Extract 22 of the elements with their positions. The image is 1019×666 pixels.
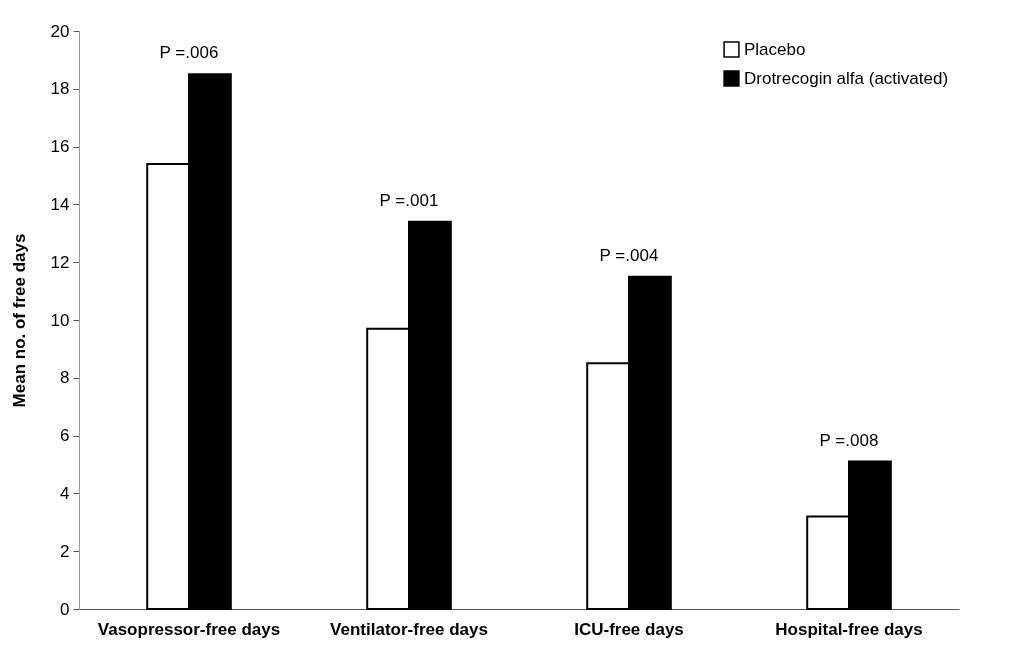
y-tick-label: 8 [60,368,70,388]
legend-label: Placebo [744,39,806,59]
y-tick-label: 4 [60,483,70,503]
y-tick-label: 6 [60,426,70,446]
x-tick-label: Ventilator-free days [330,619,488,639]
x-tick-label: ICU-free days [574,619,684,639]
y-tick-label: 20 [50,21,70,41]
annotation: P =.008 [819,430,879,450]
x-tick-label: Hospital-free days [775,619,923,639]
y-tick-label: 2 [60,541,70,561]
y-tick-label: 14 [50,194,70,214]
y-tick-label: 10 [50,310,70,330]
y-axis-title: Mean no. of free days [9,233,29,408]
y-tick-label: 0 [60,599,70,619]
annotation: P =.004 [599,245,659,265]
y-tick-label: 12 [50,252,70,272]
x-tick-label: Vasopressor-free days [97,619,281,639]
annotation: P =.001 [379,190,439,210]
y-tick-label: 18 [50,79,70,99]
y-tick-label: 16 [50,137,70,157]
legend-label: Drotrecogin alfa (activated) [744,68,949,88]
annotation: P =.006 [159,43,219,63]
